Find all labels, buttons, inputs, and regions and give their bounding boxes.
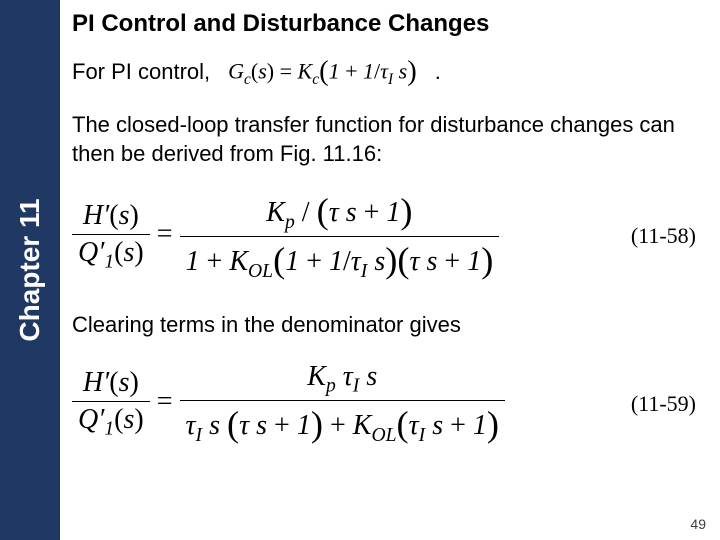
eq59-number: (11-59) xyxy=(631,391,696,417)
paragraph-2: Clearing terms in the denominator gives xyxy=(72,311,702,340)
gc-equation: Gc(s) = Kc(1 + 1/τI s) xyxy=(228,56,417,89)
paragraph-1: The closed-loop transfer function for di… xyxy=(72,111,702,168)
equation-11-58: H′(s) Q′1(s) = Kp / (τ s + 1) 1 + KOL(1 … xyxy=(72,190,702,283)
slide-title: PI Control and Disturbance Changes xyxy=(72,10,702,38)
eq59-body: H′(s) Q′1(s) = Kp τI s τI s (τ s + 1) + … xyxy=(72,361,505,446)
pi-control-text: For PI control, xyxy=(72,59,210,85)
equation-11-59: H′(s) Q′1(s) = Kp τI s τI s (τ s + 1) + … xyxy=(72,361,702,446)
eq58-number: (11-58) xyxy=(631,223,696,249)
slide-content: PI Control and Disturbance Changes For P… xyxy=(60,0,720,540)
eq58-body: H′(s) Q′1(s) = Kp / (τ s + 1) 1 + KOL(1 … xyxy=(72,190,499,283)
chapter-label: Chapter 11 xyxy=(14,198,46,341)
pi-control-line: For PI control, Gc(s) = Kc(1 + 1/τI s) . xyxy=(72,56,702,89)
trailing-period: . xyxy=(435,59,441,85)
page-number: 49 xyxy=(690,516,706,532)
chapter-sidebar: Chapter 11 xyxy=(0,0,60,540)
